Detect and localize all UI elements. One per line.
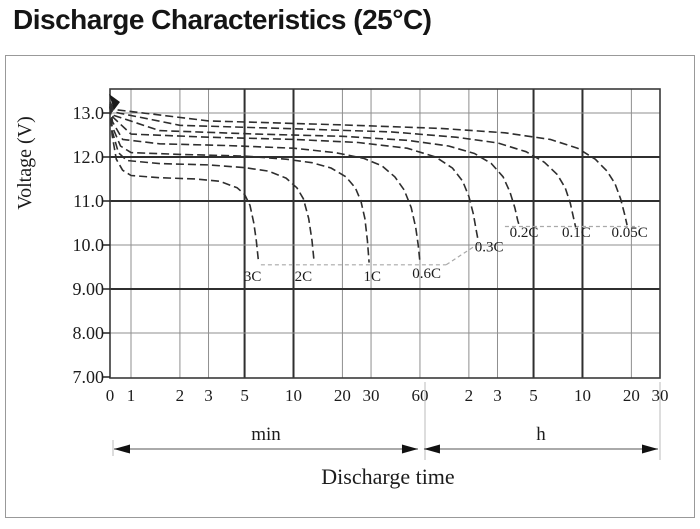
curve-label-0.05C: 0.05C [611,225,647,241]
x-tick-label: 20 [623,386,640,405]
x-tick-label: 3 [493,386,502,405]
curve-label-0.1C: 0.1C [562,225,591,241]
discharge-curve-1C [109,106,370,263]
arrowhead-left-icon [423,444,440,454]
discharge-curve-2C [109,106,315,263]
x-tick-label: 2 [176,386,185,405]
y-tick-label: 11.0 [73,191,104,211]
x-tick-label: 60 [411,386,428,405]
discharge-curve-0.3C [109,104,479,240]
x-tick-label: 2 [465,386,474,405]
x-tick-label: 5 [240,386,249,405]
y-tick-label: 7.00 [73,367,105,387]
discharge-curve-0.1C [109,102,577,228]
arrowhead-right-icon [642,444,658,454]
x-tick-label: 10 [285,386,302,405]
y-tick-label: 10.0 [73,235,105,255]
curve-label-3C: 3C [244,269,262,285]
x-tick-label: 10 [574,386,591,405]
x-axis-title: Discharge time [321,464,454,489]
curve-label-0.3C: 0.3C [475,240,504,256]
x-unit-label-min: min [251,424,281,445]
discharge-curve-3C [109,106,260,263]
curve-label-2C: 2C [295,269,313,285]
chart-panel [5,55,695,518]
arrowhead-right-icon [401,444,418,454]
y-tick-label: 13.0 [73,103,105,123]
y-tick-label: 8.00 [73,323,105,343]
discharge-curve-0.05C [109,101,628,226]
curve-label-1C: 1C [363,269,381,285]
x-unit-label-h: h [536,424,546,445]
x-tick-label: 0 [106,386,115,405]
arrowhead-left-icon [114,444,130,454]
x-tick-label: 1 [127,386,136,405]
x-tick-label: 3 [204,386,213,405]
discharge-curve-0.2C [109,103,521,228]
y-tick-label: 9.00 [73,279,105,299]
curve-label-0.2C: 0.2C [510,225,539,241]
discharge-curve-0.6C [109,104,421,263]
y-tick-label: 12.0 [73,147,105,167]
y-axis-title: Voltage (V) [14,116,36,210]
x-tick-label: 20 [334,386,351,405]
x-tick-label: 5 [529,386,538,405]
plot-border [109,88,661,379]
page-title: Discharge Characteristics (25°C) [13,4,432,35]
x-tick-label: 30 [363,386,380,405]
curve-start-marker [109,94,120,110]
curve-label-0.6C: 0.6C [412,266,441,282]
